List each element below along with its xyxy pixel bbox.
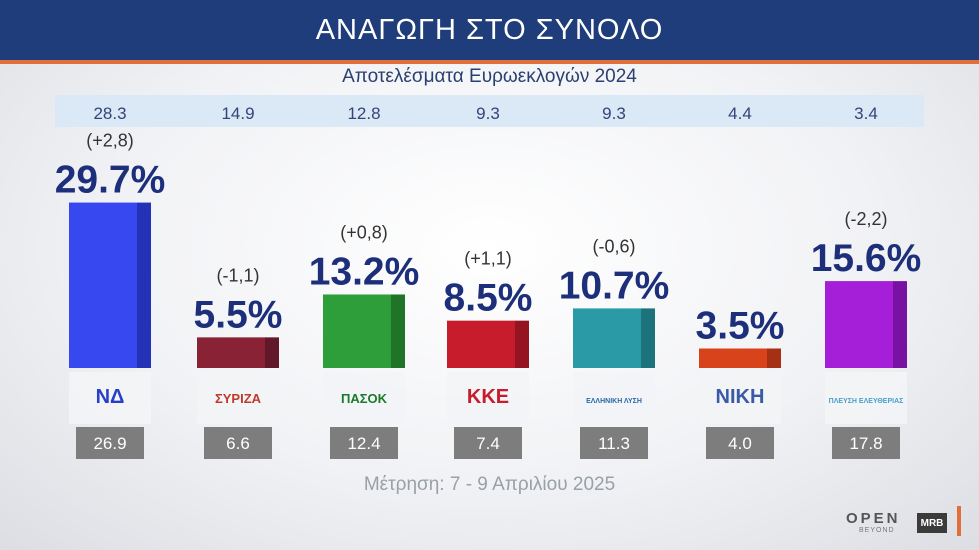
brand-stripe: [957, 506, 961, 536]
previous-measurement-value: 17.8: [849, 434, 882, 453]
bar-front: [69, 202, 137, 368]
bar-side: [641, 308, 655, 368]
previous-measurement-value: 11.3: [598, 434, 630, 453]
bar-side: [265, 337, 279, 368]
euroelections-value: 9.3: [602, 104, 626, 123]
previous-measurement-box: [580, 427, 648, 459]
euroelections-band: [55, 95, 924, 127]
bar-side: [391, 294, 405, 368]
bar-value-label: 10.7%: [559, 264, 670, 307]
bar-value-label: 15.6%: [811, 237, 922, 280]
party-logo: ΣΥΡΙΖΑ: [215, 391, 262, 406]
previous-measurement-box: [204, 427, 272, 459]
party-logo: ΝΙΚΗ: [716, 386, 765, 408]
measurement-date-note: Μέτρηση: 7 - 9 Απριλίου 2025: [363, 474, 616, 495]
bar-value-label: 5.5%: [194, 293, 283, 336]
bar-side: [767, 348, 781, 368]
party-logo-box: [825, 372, 907, 424]
bar-side: [515, 320, 529, 368]
bar-value-label: 8.5%: [444, 277, 533, 320]
change-label: (+2,8): [86, 131, 134, 151]
bar-front: [197, 337, 265, 368]
bar-value-label: 13.2%: [309, 250, 420, 293]
euroelections-value: 4.4: [728, 104, 752, 123]
title-bar: ΑΝΑΓΩΓΗ ΣΤΟ ΣΥΝΟΛΟ: [0, 0, 979, 64]
party-logo: ΠΛΕΥΣΗ ΕΛΕΥΘΕΡΙΑΣ: [829, 398, 904, 405]
bar-side: [893, 281, 907, 368]
previous-measurement-box: [706, 427, 774, 459]
euroelections-value: 12.8: [347, 104, 380, 123]
previous-measurement-value: 12.4: [347, 434, 380, 453]
open-beyond-tagline: BEYOND: [859, 527, 895, 534]
bar-front: [323, 294, 391, 368]
mrb-logo: MRB: [917, 513, 947, 533]
previous-measurement-value: 7.4: [476, 434, 500, 453]
party-logo: ΕΛΛΗΝΙΚΗ ΛΥΣΗ: [586, 398, 642, 405]
previous-measurement-box: [76, 427, 144, 459]
change-label: (+1,1): [464, 249, 512, 269]
chart-title: ΑΝΑΓΩΓΗ ΣΤΟ ΣΥΝΟΛΟ: [315, 13, 664, 46]
previous-measurement-value: 26.9: [93, 434, 126, 453]
bar-value-label: 29.7%: [55, 159, 166, 202]
bar-front: [825, 281, 893, 368]
party-logo-box: [447, 372, 529, 424]
euroelections-value: 9.3: [476, 104, 500, 123]
party-logo: ΚΚΕ: [467, 386, 509, 408]
previous-measurement-box: [330, 427, 398, 459]
previous-measurement-value: 6.6: [226, 434, 250, 453]
previous-measurement-value: 4.0: [728, 434, 752, 453]
party-logo-box: [323, 372, 405, 424]
party-logo-box: [573, 372, 655, 424]
bar-side: [137, 202, 151, 368]
party-logo: ΠΑΣΟΚ: [341, 391, 388, 406]
change-label: (-0,6): [592, 236, 635, 256]
change-label: (+0,8): [340, 222, 388, 242]
euroelections-value: 28.3: [93, 104, 126, 123]
party-logo: ΝΔ: [96, 386, 125, 408]
party-logo-box: [699, 372, 781, 424]
bar-value-label: 3.5%: [696, 305, 785, 348]
euroelections-value: 14.9: [221, 104, 254, 123]
chart-subtitle: Αποτελέσματα Ευρωεκλογών 2024: [342, 66, 637, 87]
open-logo: OPEN: [846, 510, 901, 527]
party-logo-box: [197, 372, 279, 424]
change-label: (-1,1): [216, 265, 259, 285]
party-logo-box: [69, 372, 151, 424]
previous-measurement-box: [454, 427, 522, 459]
bar-front: [447, 320, 515, 368]
euroelections-value: 3.4: [854, 104, 878, 123]
previous-measurement-box: [832, 427, 900, 459]
change-label: (-2,2): [844, 209, 887, 229]
bar-front: [699, 348, 767, 368]
bar-front: [573, 308, 641, 368]
